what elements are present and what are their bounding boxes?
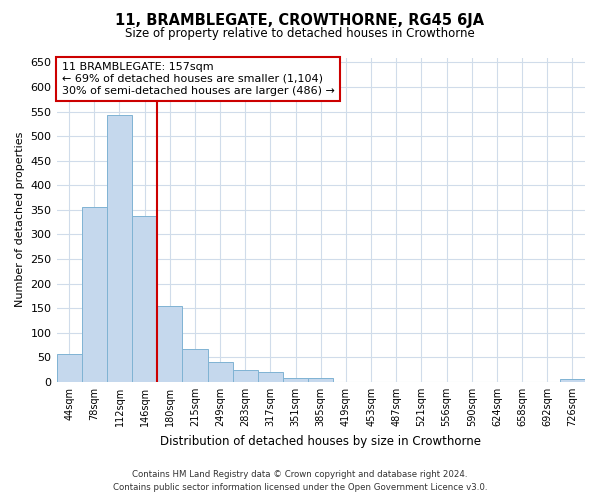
Text: 11 BRAMBLEGATE: 157sqm
← 69% of detached houses are smaller (1,104)
30% of semi-: 11 BRAMBLEGATE: 157sqm ← 69% of detached… <box>62 62 335 96</box>
Bar <box>308 378 334 382</box>
Text: 11, BRAMBLEGATE, CROWTHORNE, RG45 6JA: 11, BRAMBLEGATE, CROWTHORNE, RG45 6JA <box>115 12 485 28</box>
Bar <box>258 372 283 382</box>
Bar <box>233 370 258 382</box>
Bar <box>107 115 132 382</box>
Bar <box>182 348 208 382</box>
Text: Contains HM Land Registry data © Crown copyright and database right 2024.
Contai: Contains HM Land Registry data © Crown c… <box>113 470 487 492</box>
Bar <box>208 362 233 382</box>
Bar <box>560 380 585 382</box>
Bar <box>82 208 107 382</box>
Bar <box>283 378 308 382</box>
Bar <box>56 354 82 382</box>
X-axis label: Distribution of detached houses by size in Crowthorne: Distribution of detached houses by size … <box>160 434 481 448</box>
Bar <box>157 306 182 382</box>
Text: Size of property relative to detached houses in Crowthorne: Size of property relative to detached ho… <box>125 28 475 40</box>
Bar <box>132 216 157 382</box>
Y-axis label: Number of detached properties: Number of detached properties <box>15 132 25 308</box>
